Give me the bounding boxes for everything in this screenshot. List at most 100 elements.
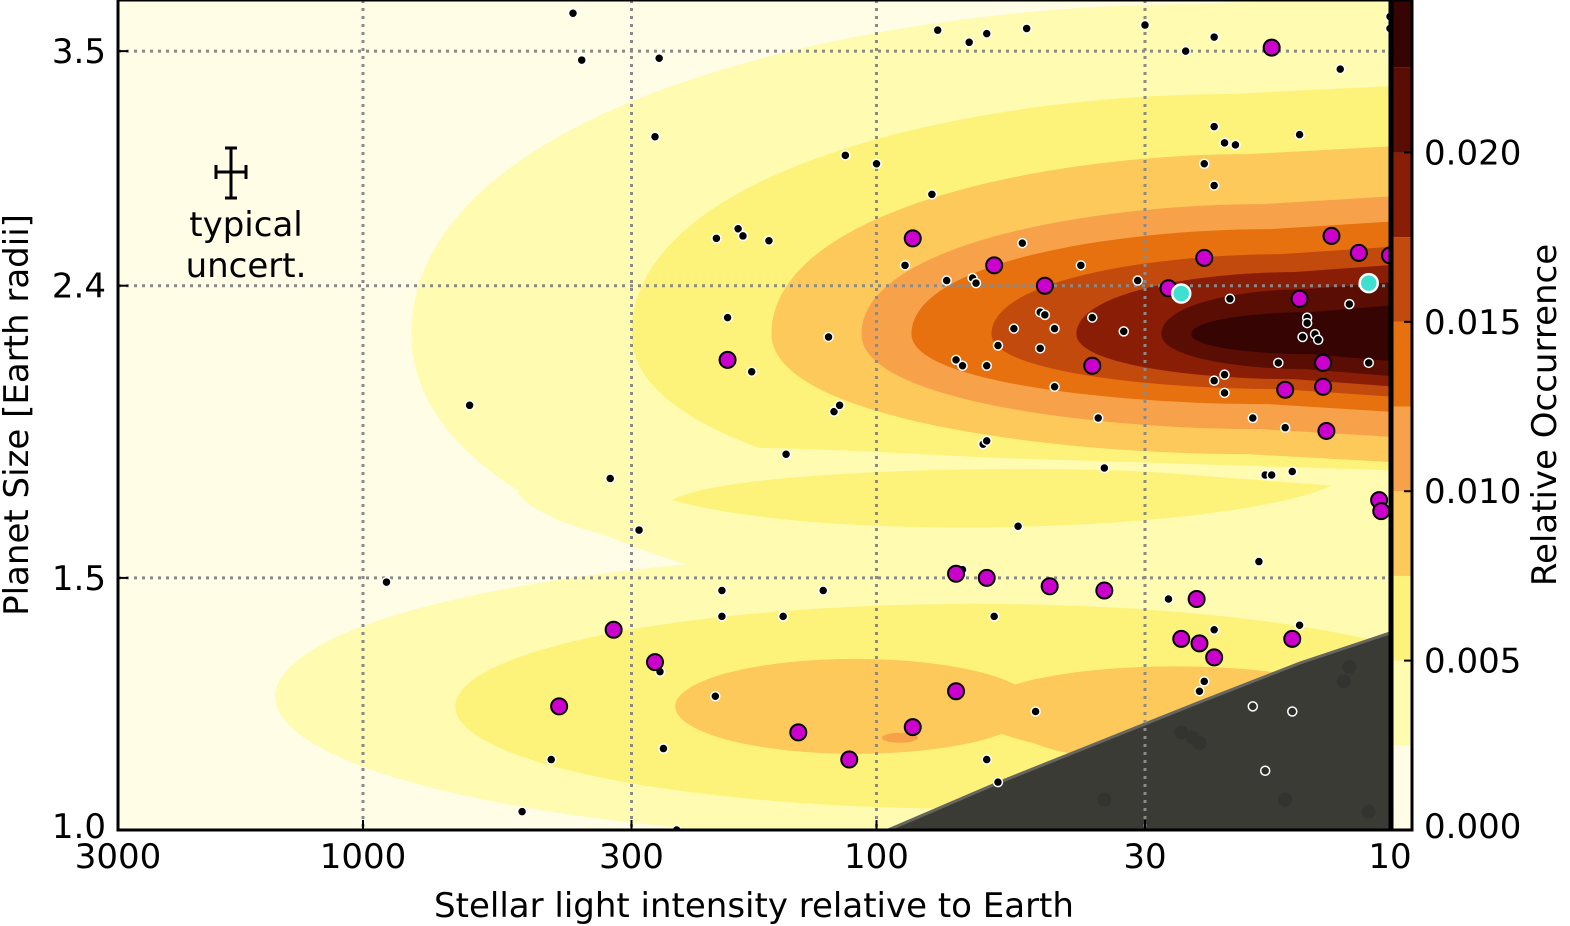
planet-point [1259,765,1271,776]
planet-point [1199,676,1210,687]
planet-point [633,524,645,536]
planet-point [1344,298,1355,310]
highlighted-planet-point [1095,581,1114,600]
y-tick-label: 3.5 [52,32,106,72]
highlighted-planet-point [789,723,808,742]
planet-point [1219,387,1230,399]
highlighted-planet-point [1195,248,1214,267]
grid-lines [118,0,1390,830]
planet-point [1208,375,1220,386]
special-planet-point [1170,283,1192,304]
planet-point [1287,706,1298,717]
colorbar-segment [1392,491,1412,576]
planet-point [658,743,669,754]
planet-point [1049,323,1060,334]
planet-point [981,754,992,765]
contour-level-9 [1191,305,1390,361]
planet-point [1039,309,1051,321]
colorbar-tick-label: 0.010 [1424,472,1521,512]
x-tick-label: 30 [1123,837,1166,877]
typical-uncertainty-errorbar [214,146,248,200]
planet-point [1301,317,1313,329]
highlighted-planet-point [1190,634,1209,653]
planet-point [926,189,938,200]
planet-point [516,806,528,817]
planet-point [1297,331,1308,343]
planet-point [649,131,661,142]
shaded-planet-point [1361,804,1376,819]
planet-point [1312,334,1324,346]
colorbar-ticks: 0.000 0.005 0.010 0.015 0.020 [1404,133,1521,847]
colorbar-label: Relative Occurrence [1525,244,1565,586]
planet-point [1208,31,1220,43]
planet-point [576,54,587,66]
planet-point [381,576,392,588]
colorbar-segment [1392,67,1412,153]
x-tick-label: 1000 [320,837,407,877]
shaded-planet-point [1278,792,1293,807]
planet-point [1092,412,1104,424]
special-planet-point [1358,272,1379,294]
planet-point [988,611,1000,622]
x-axis-title: Stellar light intensity relative to Eart… [434,886,1074,926]
planet-point [545,754,557,765]
planet-point [1230,139,1241,151]
planet-point [1273,357,1284,369]
shaded-planet-point [1097,792,1112,807]
highlighted-planet-point [645,653,664,672]
highlighted-planet-point [1035,276,1054,295]
planet-point [1279,422,1291,433]
x-tick-label: 300 [599,837,664,877]
planet-point [1199,158,1210,170]
planet-point [763,235,775,246]
planet-point [1034,343,1046,354]
planet-point [963,37,975,48]
planet-point [992,340,1004,351]
colorbar-segment [1392,745,1412,830]
planet-point [777,611,789,622]
highlighted-planet-point [840,750,859,769]
highlighted-planet-point [1372,502,1390,521]
highlighted-planet-point [1276,380,1295,399]
planet-point [992,776,1004,788]
x-tick-label: 3000 [75,837,162,877]
contour-lower-level-3 [675,658,1036,754]
planet-point [1017,237,1028,249]
typical-uncertainty-label-line2: uncert. [186,246,307,286]
planet-point [722,312,733,323]
planet-point [1208,180,1220,191]
colorbar-segment [1392,237,1412,322]
planet-point [817,585,829,596]
planet-point [711,233,722,244]
planet-point [1118,326,1129,337]
planet-point [1247,701,1259,712]
colorbar [1392,0,1412,830]
planet-point [464,400,475,411]
shaded-planet-point [1336,674,1351,689]
x-axis-ticks: 3000 1000 300 100 30 10 [75,820,1412,877]
highlighted-planet-point [1317,421,1336,440]
planet-point [1194,686,1205,697]
colorbar-segment [1392,575,1412,661]
planet-point [1008,323,1020,334]
planet-point [899,260,911,271]
highlighted-planet-point [718,350,737,369]
planet-point [1266,469,1277,481]
colorbar-segment [1392,152,1412,238]
planet-point [732,223,744,235]
planet-point [1247,412,1259,424]
typical-uncertainty-label-line1: typical [189,205,302,245]
colorbar-segment [1392,660,1412,746]
planet-point [1219,369,1230,380]
planet-point [1030,706,1041,717]
planet-point [716,611,728,622]
colorbar-tick-label: 0.020 [1424,133,1521,173]
planet-point [1087,312,1098,323]
colorbar-tick-label: 0.000 [1424,807,1521,847]
planet-point [932,24,943,36]
highlighted-planet-point [1314,353,1333,372]
colorbar-segment [1392,406,1412,492]
colorbar-segment [1392,0,1412,68]
highlighted-planet-point [550,697,569,716]
